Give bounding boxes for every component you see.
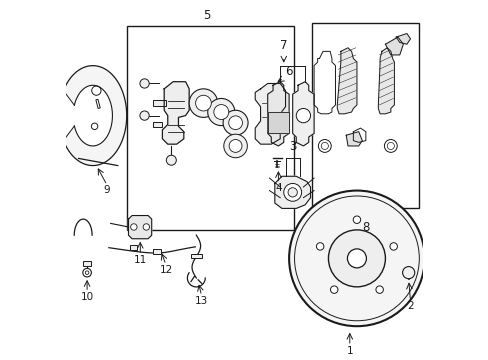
Circle shape [224, 134, 247, 158]
Text: 10: 10 [81, 292, 94, 302]
Text: 8: 8 [362, 221, 369, 234]
Polygon shape [267, 112, 288, 134]
Circle shape [143, 224, 149, 230]
Circle shape [228, 116, 242, 130]
Bar [153, 122, 162, 127]
Circle shape [402, 267, 414, 279]
Bar [126, 26, 294, 230]
Polygon shape [63, 66, 126, 166]
Circle shape [195, 95, 211, 111]
Text: 11: 11 [133, 255, 146, 265]
Circle shape [316, 243, 323, 250]
Circle shape [288, 190, 424, 326]
Circle shape [207, 99, 234, 126]
Circle shape [213, 104, 228, 120]
Polygon shape [267, 82, 288, 146]
Circle shape [328, 230, 385, 287]
Text: 1: 1 [346, 346, 352, 356]
Circle shape [229, 140, 242, 152]
Bar [153, 100, 165, 106]
Text: 3: 3 [288, 140, 296, 153]
Bar [312, 23, 419, 208]
Circle shape [130, 224, 137, 230]
Bar [153, 249, 160, 254]
Circle shape [330, 286, 337, 293]
Circle shape [352, 216, 360, 224]
Text: 9: 9 [103, 185, 110, 195]
Polygon shape [346, 132, 362, 146]
Polygon shape [255, 84, 285, 144]
Bar [96, 99, 100, 108]
Polygon shape [385, 37, 403, 55]
Bar [191, 254, 201, 258]
Circle shape [287, 188, 297, 197]
Circle shape [166, 155, 176, 165]
Text: 5: 5 [203, 9, 210, 22]
Circle shape [375, 286, 383, 293]
Polygon shape [395, 33, 409, 44]
Polygon shape [337, 48, 356, 114]
Polygon shape [128, 216, 151, 239]
Polygon shape [162, 82, 189, 144]
Circle shape [189, 89, 217, 117]
Circle shape [347, 249, 366, 268]
Circle shape [296, 108, 310, 123]
Text: 6: 6 [285, 65, 292, 78]
Circle shape [140, 111, 149, 120]
Circle shape [389, 243, 397, 250]
Polygon shape [292, 82, 313, 146]
Text: 7: 7 [280, 39, 287, 52]
Polygon shape [378, 48, 394, 114]
Text: 13: 13 [195, 296, 208, 306]
Polygon shape [274, 176, 310, 208]
Text: 12: 12 [159, 265, 172, 275]
Bar [83, 261, 91, 266]
Text: 2: 2 [407, 301, 413, 311]
Text: 4: 4 [275, 184, 281, 193]
Circle shape [283, 184, 301, 201]
Circle shape [140, 79, 149, 88]
Circle shape [223, 110, 247, 135]
Bar [130, 245, 137, 250]
